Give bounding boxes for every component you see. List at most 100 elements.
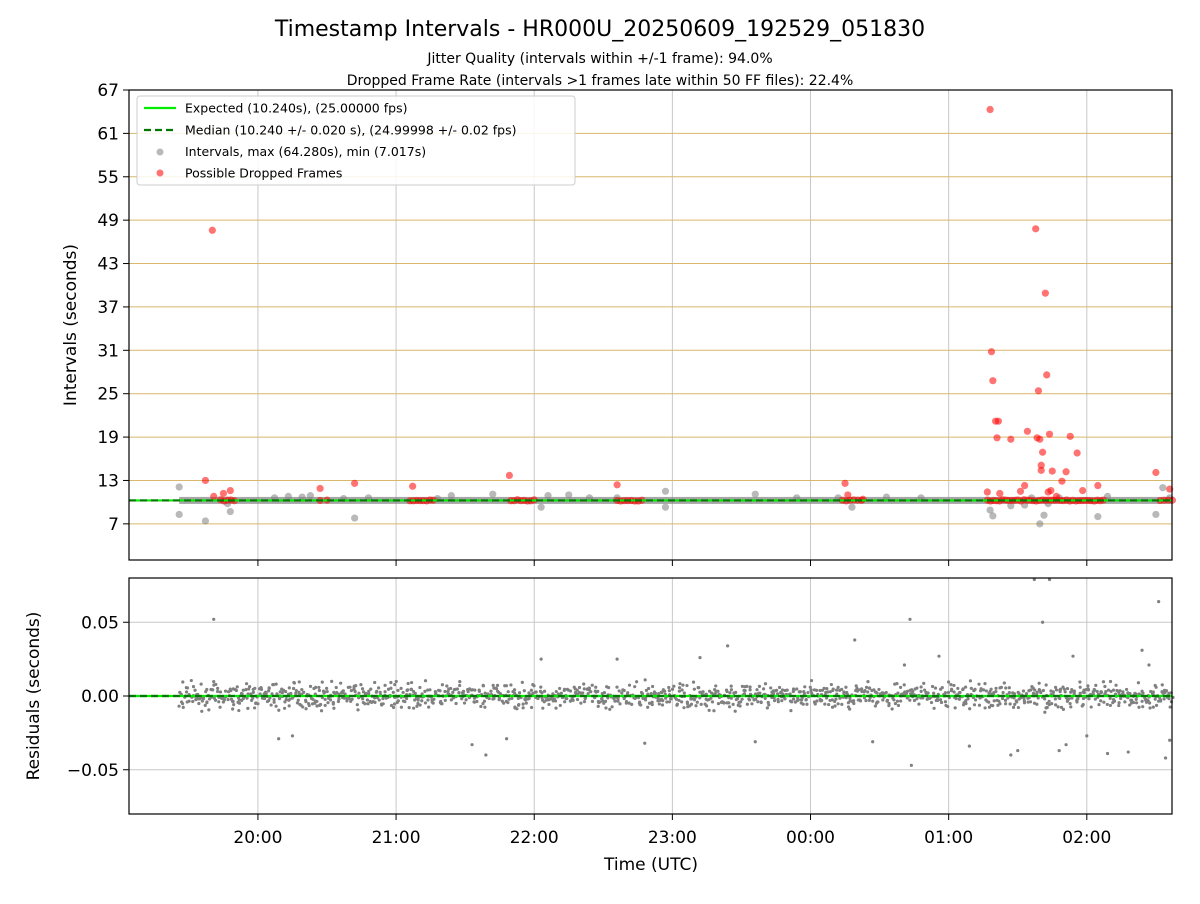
residual-point-68 [226, 697, 230, 702]
residual-point-1159 [1000, 696, 1005, 701]
residual-point-1296 [1097, 703, 1101, 707]
residual-point-294 [386, 687, 391, 691]
residual-point-1149 [992, 699, 996, 703]
residual-point-1241 [1058, 696, 1062, 701]
residual-point-1347 [1134, 697, 1138, 702]
residual-point-832 [769, 686, 773, 690]
residual-point-1014 [896, 703, 901, 708]
residual-point-928 [836, 702, 840, 706]
residual-point-516 [542, 689, 547, 693]
residual-point-897 [813, 702, 817, 706]
residual-point-362 [434, 691, 438, 695]
dropped-point-0 [201, 476, 210, 485]
residual-point-909 [823, 702, 827, 706]
residual-point-463 [506, 700, 510, 705]
residual-outlier-9 [698, 656, 702, 660]
residual-point-339 [418, 703, 422, 707]
residual-point-375 [443, 689, 447, 694]
residual-point-986 [877, 687, 881, 692]
residual-point-1101 [958, 690, 962, 695]
residual-point-1312 [1109, 689, 1113, 693]
residual-point-950 [852, 699, 856, 703]
residual-point-10 [184, 690, 189, 694]
residual-point-201 [320, 680, 324, 684]
residual-point-291 [383, 690, 387, 694]
dropped-point-23 [1021, 481, 1029, 490]
residual-point-303 [392, 702, 397, 706]
residual-point-1229 [1050, 702, 1054, 706]
interval-point-6 [284, 492, 292, 500]
residual-point-648 [638, 700, 642, 704]
residual-point-695 [670, 687, 675, 691]
residual-point-72 [229, 689, 233, 693]
residual-point-138 [274, 682, 278, 686]
residual-point-694 [669, 697, 673, 701]
dropped-point-11 [844, 491, 852, 499]
residual-point-1192 [1022, 701, 1027, 705]
residual-outlier-32 [1157, 600, 1161, 604]
residual-point-853 [783, 697, 787, 701]
residual-point-958 [857, 688, 861, 692]
residual-point-1062 [932, 691, 936, 695]
residual-point-862 [789, 709, 793, 713]
residual-point-169 [297, 680, 301, 684]
residual-point-684 [663, 689, 667, 693]
residual-point-1273 [1081, 696, 1086, 701]
residual-point-37 [203, 703, 207, 707]
residual-point-1 [177, 704, 181, 708]
residual-point-599 [602, 690, 607, 695]
residual-outlier-2 [290, 734, 295, 738]
residual-point-513 [541, 706, 545, 710]
residual-point-220 [334, 685, 338, 690]
residual-point-1250 [1065, 687, 1070, 691]
residual-point-94 [244, 682, 249, 686]
residual-point-626 [622, 688, 626, 693]
residual-point-605 [607, 685, 611, 690]
residual-point-542 [563, 700, 567, 704]
residual-point-197 [317, 688, 321, 693]
residual-point-665 [650, 702, 654, 707]
residual-point-922 [831, 687, 835, 691]
residual-point-618 [615, 685, 619, 689]
interval-point-0 [175, 483, 183, 491]
residual-point-774 [727, 705, 732, 709]
top-ytick-label-7: 49 [97, 211, 119, 231]
residual-point-242 [349, 688, 353, 693]
residual-point-1310 [1108, 696, 1112, 701]
residual-point-992 [881, 698, 885, 702]
interval-point-39 [1152, 510, 1160, 519]
residual-point-1226 [1047, 699, 1051, 703]
residual-point-1219 [1043, 697, 1047, 701]
residual-point-42 [207, 708, 211, 712]
residual-outlier-27 [1085, 734, 1089, 738]
residual-point-749 [709, 696, 713, 700]
residual-point-968 [864, 685, 869, 690]
residual-point-815 [756, 700, 760, 704]
residual-point-1386 [1162, 697, 1166, 701]
residual-point-1089 [950, 687, 954, 691]
residual-point-112 [256, 702, 260, 706]
residual-outlier-15 [908, 617, 912, 621]
residual-point-1115 [968, 679, 973, 683]
residual-point-1383 [1158, 698, 1163, 702]
residual-point-619 [616, 699, 620, 703]
residual-point-508 [539, 685, 543, 689]
dropped-point-24 [1023, 427, 1032, 435]
residual-point-352 [427, 705, 431, 709]
residual-point-334 [415, 704, 419, 708]
residual-point-497 [529, 688, 533, 692]
residual-point-64 [223, 689, 228, 693]
dropped-point-8 [505, 471, 513, 479]
legend-box [136, 95, 576, 186]
residual-point-615 [613, 699, 617, 703]
residual-point-424 [477, 689, 482, 693]
residual-point-95 [245, 696, 249, 700]
residual-point-287 [381, 702, 385, 706]
residual-point-1122 [973, 687, 977, 691]
residual-point-776 [728, 691, 732, 695]
residual-point-145 [280, 691, 284, 695]
interval-point-29 [989, 512, 997, 520]
residual-point-1134 [983, 706, 987, 710]
residual-point-863 [790, 700, 794, 704]
residual-point-1177 [1012, 692, 1017, 696]
